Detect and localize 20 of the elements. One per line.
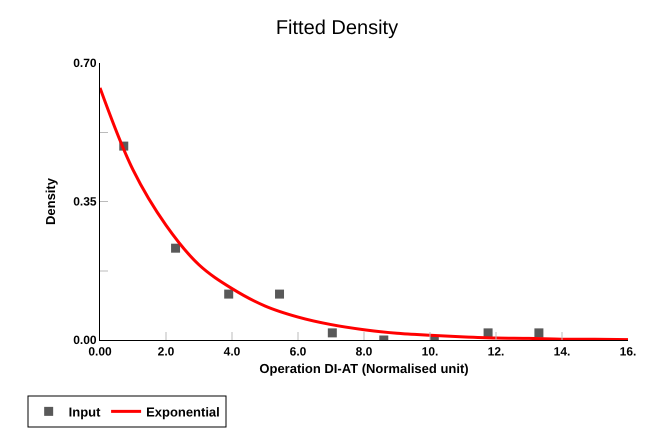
point bbox=[171, 244, 180, 253]
legend-label: Exponential bbox=[146, 404, 220, 420]
x-tick-label: 4.0 bbox=[224, 344, 241, 358]
x-tick-label: 2.0 bbox=[158, 344, 175, 358]
point bbox=[534, 328, 544, 338]
x-tick-label: 8.0 bbox=[356, 344, 373, 358]
legend-label: Input bbox=[68, 404, 102, 420]
x-tick-label: 10. bbox=[422, 344, 438, 358]
y-tick-label: 0.35 bbox=[73, 194, 97, 209]
x-axis-title: Operation DI-AT (Normalised unit) bbox=[259, 361, 469, 376]
x-tick-label: 12. bbox=[488, 344, 504, 358]
point bbox=[328, 328, 337, 338]
x-tick-label: 16. bbox=[620, 344, 636, 358]
x-tick-label: 6.0 bbox=[290, 344, 307, 358]
point bbox=[275, 290, 284, 299]
x-tick-label: 14. bbox=[554, 344, 570, 358]
point bbox=[224, 290, 234, 299]
y-tick-label: 0.70 bbox=[73, 56, 97, 70]
chart-title: Fitted Density bbox=[276, 16, 398, 39]
y-axis-title: Density bbox=[43, 177, 58, 225]
